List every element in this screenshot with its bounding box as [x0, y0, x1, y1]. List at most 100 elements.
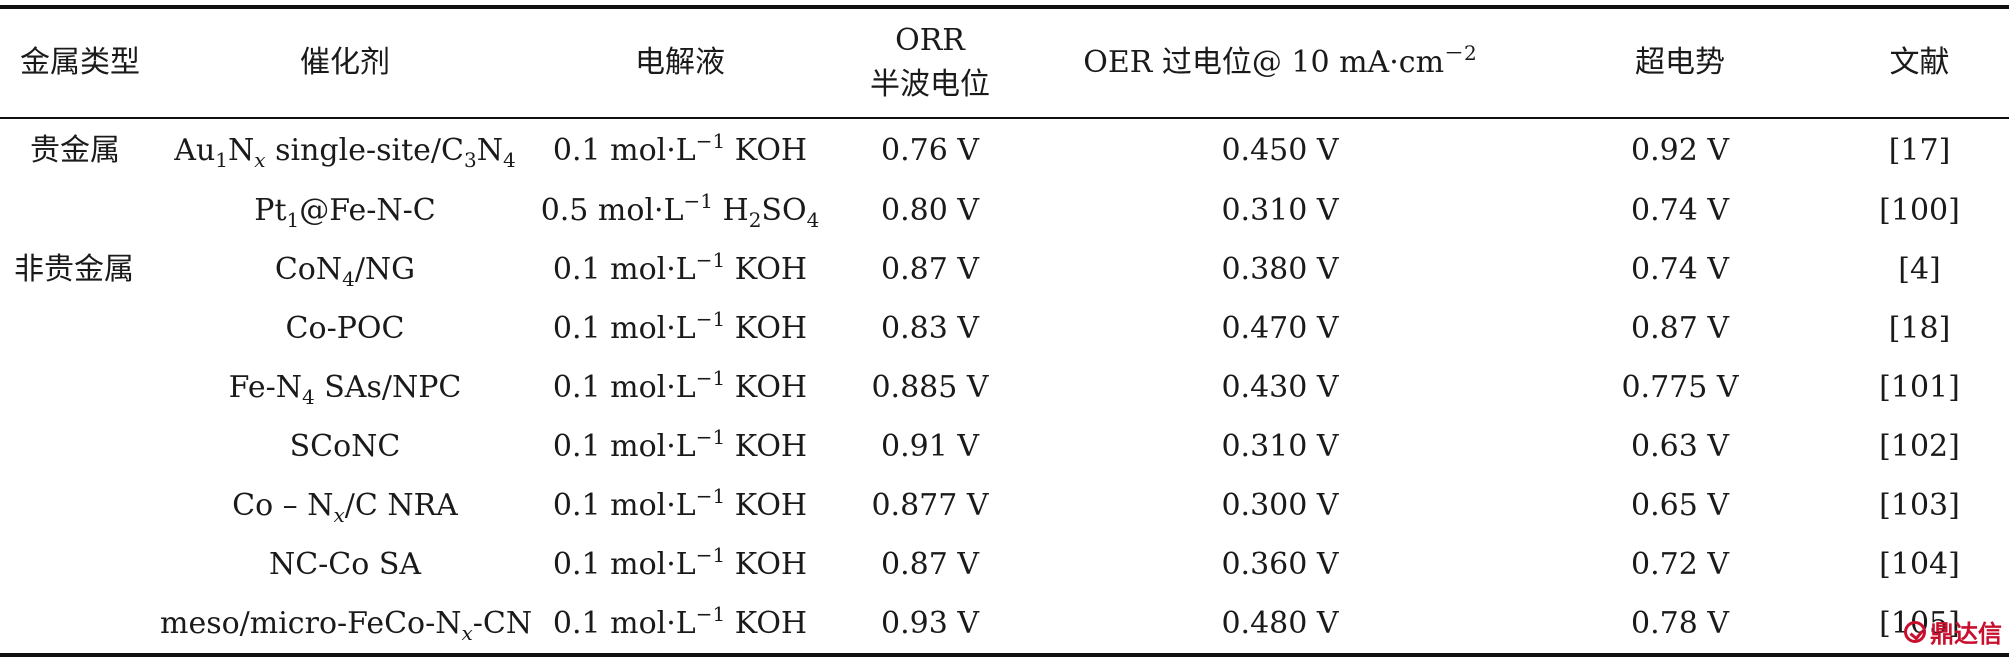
catalyst-sub: 4 [301, 385, 315, 409]
electrolyte-exp: −1 [695, 248, 726, 272]
electrolyte-text: SO [761, 193, 807, 228]
reference-cell: [17] [1888, 132, 1951, 168]
electrolyte-text: 0.1 mol·L [552, 132, 696, 168]
catalyst-cell: Fe-N4 SAs/NPC [160, 358, 530, 417]
electrolyte-cell: 0.1 mol·L−1 KOH [530, 118, 830, 181]
electrolyte-exp: −1 [695, 307, 726, 331]
catalyst-cell: SCoNC [289, 429, 401, 464]
reference-cell: [100] [1879, 193, 1960, 228]
metal-group-empty [0, 358, 160, 417]
table-row: Fe-N4 SAs/NPC 0.1 mol·L−1 KOH 0.885 V 0.… [0, 358, 2009, 417]
catalyst-sub: x [254, 147, 266, 172]
electrolyte-text: KOH [725, 429, 808, 464]
electrolyte-exp: −1 [695, 484, 726, 508]
catalyst-comparison-table: 金属类型 催化剂 电解液 ORR 半波电位 OER 过电位@ 10 mA·cm－… [0, 5, 2009, 657]
header-electrolyte: 电解液 [530, 7, 830, 119]
catalyst-cell: Au1Nx single-site/C3N4 [160, 118, 530, 181]
watermark-text: 鼎达信 [1930, 620, 2002, 648]
overpotential-cell: 0.72 V [1631, 547, 1729, 582]
oer-cell: 0.360 V [1221, 547, 1339, 582]
electrolyte-text: 0.1 mol·L [552, 370, 696, 405]
metal-group-empty [0, 535, 160, 594]
catalyst-text: N [228, 132, 255, 168]
catalyst-cell: Co – Nx/C NRA [160, 476, 530, 535]
catalyst-sub: 4 [342, 267, 355, 291]
electrolyte-exp: −1 [695, 425, 726, 449]
electrolyte-text: KOH [725, 488, 808, 523]
metal-group-empty [0, 476, 160, 535]
overpotential-cell: 0.74 V [1631, 252, 1729, 287]
reference-cell: [4] [1898, 252, 1941, 287]
catalyst-sub: 4 [502, 147, 516, 172]
electrolyte-text: 0.1 mol·L [552, 429, 696, 464]
metal-group-empty [0, 594, 160, 655]
orr-cell: 0.76 V [881, 132, 979, 168]
table-row: meso/micro-FeCo-Nx-CN 0.1 mol·L−1 KOH 0.… [0, 594, 2009, 655]
catalyst-text: CoN [274, 252, 343, 287]
table-row: NC-Co SA 0.1 mol·L−1 KOH 0.87 V 0.360 V … [0, 535, 2009, 594]
electrolyte-text: KOH [725, 547, 808, 582]
electrolyte-cell: 0.1 mol·L−1 KOH [530, 535, 830, 594]
watermark-logo: 鼎达信 [1904, 614, 2002, 649]
orr-cell: 0.87 V [881, 547, 979, 582]
header-metal-type: 金属类型 [0, 7, 160, 119]
electrolyte-cell: 0.1 mol·L−1 KOH [530, 417, 830, 476]
header-orr-line2: 半波电位 [870, 67, 990, 102]
catalyst-text: Pt [254, 193, 287, 228]
catalyst-sub: x [333, 503, 345, 527]
metal-group-empty [0, 417, 160, 476]
oer-cell: 0.380 V [1221, 252, 1339, 287]
catalyst-sub: 1 [286, 208, 300, 232]
orr-cell: 0.877 V [871, 488, 989, 523]
orr-cell: 0.80 V [881, 193, 979, 228]
catalyst-cell: CoN4/NG [160, 240, 530, 299]
electrolyte-text: 0.1 mol·L [552, 547, 696, 582]
table-row: 贵金属 Au1Nx single-site/C3N4 0.1 mol·L−1 K… [0, 118, 2009, 181]
orr-cell: 0.91 V [881, 429, 979, 464]
reference-cell: [101] [1879, 370, 1960, 405]
electrolyte-text: KOH [725, 370, 808, 405]
catalyst-sub: 3 [463, 147, 477, 172]
electrolyte-text: KOH [725, 311, 808, 346]
electrolyte-text: 0.1 mol·L [552, 488, 696, 523]
header-reference: 文献 [1830, 7, 2009, 119]
overpotential-cell: 0.775 V [1621, 370, 1739, 405]
oer-cell: 0.480 V [1221, 606, 1339, 641]
electrolyte-exp: −1 [695, 543, 726, 567]
table-row: SCoNC 0.1 mol·L−1 KOH 0.91 V 0.310 V 0.6… [0, 417, 2009, 476]
catalyst-sub: x [461, 621, 473, 645]
reference-cell: [102] [1879, 429, 1960, 464]
orr-cell: 0.885 V [871, 370, 989, 405]
electrolyte-exp: −1 [695, 366, 726, 390]
electrolyte-text: 0.1 mol·L [552, 311, 696, 346]
electrolyte-exp: −1 [695, 128, 726, 153]
electrolyte-cell: 0.1 mol·L−1 KOH [530, 299, 830, 358]
header-orr-line1: ORR [895, 23, 965, 58]
electrolyte-text: KOH [725, 132, 808, 168]
electrolyte-cell: 0.1 mol·L−1 KOH [530, 240, 830, 299]
electrolyte-exp: −1 [683, 189, 713, 213]
orr-cell: 0.87 V [881, 252, 979, 287]
catalyst-text: meso/micro-FeCo-N [160, 606, 462, 641]
electrolyte-cell: 0.1 mol·L−1 KOH [530, 594, 830, 655]
header-catalyst: 催化剂 [160, 7, 530, 119]
oer-cell: 0.450 V [1221, 132, 1339, 168]
overpotential-cell: 0.87 V [1631, 311, 1729, 346]
metal-group-empty [0, 181, 160, 240]
catalyst-sub: 1 [215, 147, 229, 172]
reference-cell: [18] [1888, 311, 1951, 346]
oer-cell: 0.430 V [1221, 370, 1339, 405]
overpotential-cell: 0.65 V [1631, 488, 1729, 523]
electrolyte-cell: 0.1 mol·L−1 KOH [530, 476, 830, 535]
oer-cell: 0.470 V [1221, 311, 1339, 346]
electrolyte-sub: 2 [748, 208, 762, 232]
electrolyte-text: KOH [725, 606, 808, 641]
catalyst-text: Au [174, 132, 216, 168]
header-row: 金属类型 催化剂 电解液 ORR 半波电位 OER 过电位@ 10 mA·cm－… [0, 7, 2009, 119]
reference-cell: [103] [1879, 488, 1960, 523]
table-row: 非贵金属 CoN4/NG 0.1 mol·L−1 KOH 0.87 V 0.38… [0, 240, 2009, 299]
oer-cell: 0.300 V [1221, 488, 1339, 523]
overpotential-cell: 0.92 V [1631, 132, 1729, 168]
catalyst-text: /NG [354, 252, 416, 287]
